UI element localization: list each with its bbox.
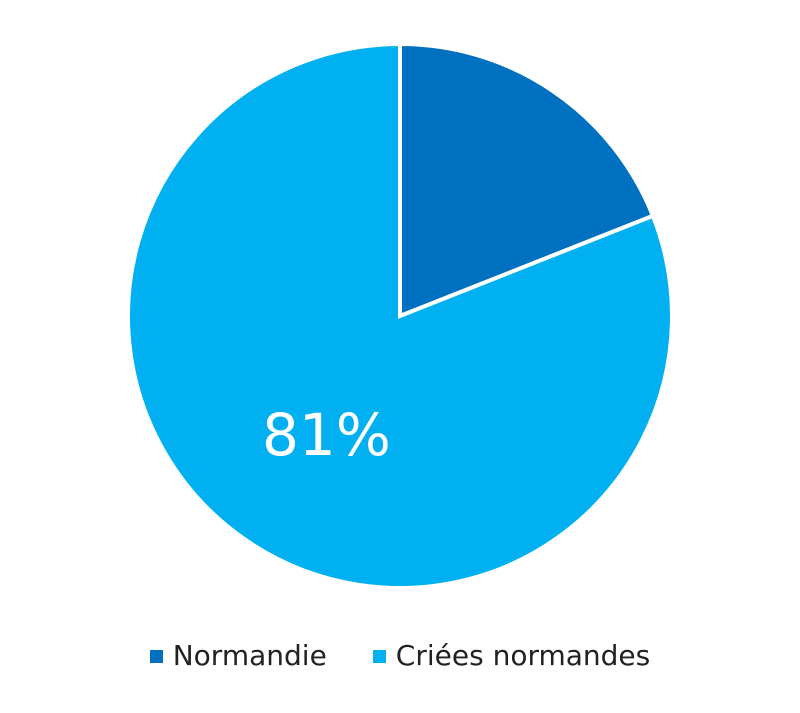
pie-slices [126,41,674,590]
legend-label-criees-normandes: Criées normandes [395,639,651,672]
legend: Normandie Criées normandes [0,642,800,670]
legend-swatch-normandie [149,649,163,663]
legend-item-criees-normandes: Criées normandes [372,639,651,672]
pie-slice-criees-normandes [126,41,674,590]
legend-swatch-criees-normandes [372,649,386,663]
pie-slice-normandie [398,41,656,319]
data-label-criees-normandes: 81% [262,401,391,469]
legend-label-normandie: Normandie [172,639,327,672]
legend-item-normandie: Normandie [149,639,327,672]
